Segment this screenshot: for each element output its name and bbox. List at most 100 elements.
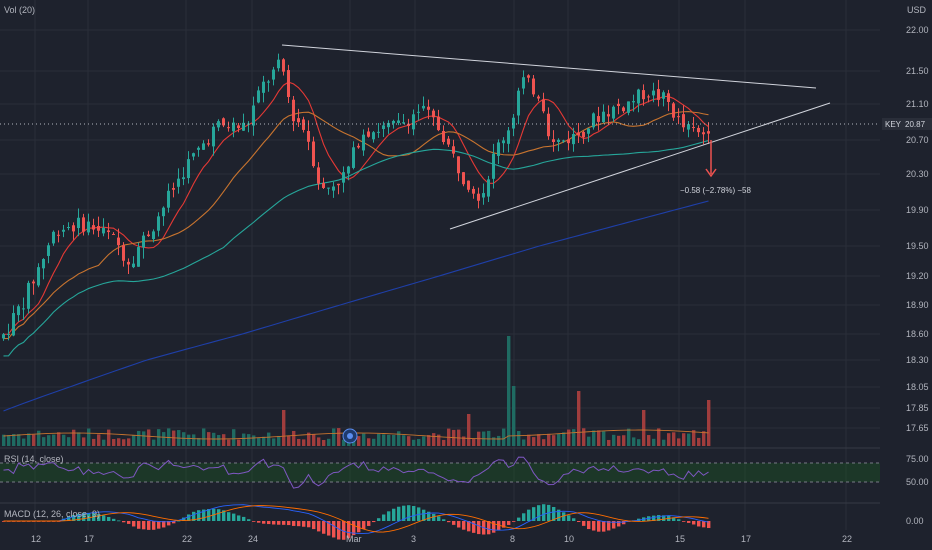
volume-bar	[507, 336, 511, 446]
volume-bar	[292, 430, 296, 446]
candle-body	[562, 140, 565, 142]
macd-bar	[82, 512, 86, 521]
candle-body	[77, 217, 80, 229]
volume-bar	[562, 432, 566, 446]
candle-body	[82, 217, 85, 232]
macd-bar	[102, 515, 106, 521]
volume-bar	[502, 428, 506, 446]
volume-bar	[637, 439, 641, 446]
candle-body	[17, 306, 20, 316]
candle-body	[557, 139, 560, 142]
macd-bar	[432, 513, 436, 521]
time-tick-label: 22	[182, 534, 192, 544]
candle-body	[177, 178, 180, 187]
macd-bar	[372, 521, 376, 523]
candle-body	[197, 147, 200, 150]
volume-bar	[97, 434, 101, 446]
candle-body	[52, 231, 55, 244]
candle-body	[692, 127, 695, 129]
macd-bar	[357, 521, 361, 533]
macd-bar	[332, 521, 336, 538]
candle-body	[117, 237, 120, 246]
time-tick-label: 24	[248, 534, 258, 544]
candle-body	[382, 125, 385, 130]
volume-bar	[337, 428, 341, 446]
upper-trendline	[281, 44, 817, 89]
macd-bar	[202, 509, 206, 521]
volume-bar	[627, 428, 631, 446]
candle-body	[127, 261, 130, 265]
volume-bar	[137, 430, 141, 446]
macd-bar	[67, 516, 71, 521]
volume-bar	[52, 434, 56, 446]
candle-body	[22, 308, 25, 310]
candle-body	[437, 116, 440, 131]
candle-body	[467, 180, 470, 190]
macd-bar	[567, 515, 571, 521]
candle-body	[702, 132, 705, 135]
volume-bar	[512, 386, 516, 446]
macd-bar	[592, 521, 596, 531]
macd-bar	[297, 521, 301, 527]
macd-bar	[442, 519, 446, 521]
candle-body	[67, 226, 70, 228]
time-tick-label: 17	[741, 534, 751, 544]
volume-bar	[237, 439, 241, 446]
volume-bar	[7, 435, 11, 446]
macd-bar	[582, 521, 586, 526]
volume-bar	[17, 434, 21, 446]
candle-body	[172, 188, 175, 190]
macd-bar	[397, 506, 401, 521]
volume-bar	[197, 437, 201, 446]
macd-bar	[427, 511, 431, 521]
candle-body	[462, 172, 465, 185]
candle-body	[202, 143, 205, 150]
ma-mid-line	[3, 110, 709, 340]
macd-bar	[617, 521, 621, 527]
macd-bar	[512, 521, 516, 522]
volume-bars	[2, 336, 711, 446]
volume-bar	[462, 436, 466, 446]
candle-body	[542, 99, 545, 112]
candle-body	[122, 245, 125, 261]
macd-bar	[672, 517, 676, 521]
candle-body	[497, 142, 500, 156]
volume-bar	[667, 433, 671, 446]
volume-bar	[272, 438, 276, 446]
time-tick-label: 22	[842, 534, 852, 544]
candle-body	[182, 177, 185, 180]
macd-label: MACD (12, 26, close, 9)	[4, 509, 101, 519]
candle-body	[342, 172, 345, 183]
macd-bar	[382, 514, 386, 521]
macd-bar	[422, 509, 426, 521]
macd-bar	[597, 521, 601, 532]
candle-body	[417, 111, 420, 113]
macd-bar	[77, 513, 81, 521]
macd-bar	[117, 520, 121, 522]
candle-body	[147, 234, 150, 237]
macd-bar	[407, 505, 411, 521]
volume-bar	[47, 435, 51, 446]
candle-body	[7, 333, 10, 335]
candle-body	[697, 127, 700, 133]
volume-bar	[57, 432, 61, 446]
macd-bar	[367, 521, 371, 526]
candle-body	[37, 267, 40, 286]
candle-body	[482, 193, 485, 198]
candle-body	[292, 99, 295, 122]
candle-body	[217, 121, 220, 128]
volume-bar	[202, 428, 206, 446]
rsi-band	[0, 463, 880, 482]
time-tick-label: 17	[84, 534, 94, 544]
candle-body	[232, 122, 235, 132]
candle-body	[487, 179, 490, 197]
macd-bar	[142, 521, 146, 530]
candle-body	[362, 134, 365, 151]
volume-bar	[227, 439, 231, 446]
volume-bar	[42, 437, 46, 446]
volume-bar	[192, 434, 196, 446]
volume-bar	[537, 434, 541, 446]
volume-bar	[682, 433, 686, 446]
candle-body	[252, 105, 255, 126]
